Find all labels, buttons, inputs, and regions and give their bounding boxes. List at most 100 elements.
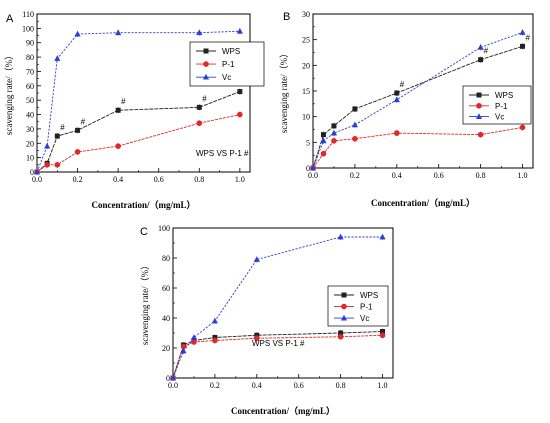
x-tick-label: 0.6 (154, 175, 164, 184)
data-point (309, 164, 317, 171)
significance-mark: # (81, 117, 86, 126)
x-tick-label: 0.0 (168, 381, 178, 390)
data-point (254, 335, 260, 342)
legend-label: Vc (360, 314, 369, 323)
significance-mark: # (202, 94, 207, 103)
data-point (74, 149, 81, 155)
panel-letter: C (140, 226, 148, 238)
panel-letter: A (6, 13, 14, 25)
y-axis-label: scavenging rate/（%） (140, 261, 150, 345)
data-point (115, 107, 121, 113)
y-tick-label: 10 (302, 113, 310, 122)
legend-marker (475, 113, 483, 119)
data-point (196, 104, 202, 110)
x-axis-label: Concentration/（mg/mL） (92, 200, 196, 210)
y-tick-label: 0 (166, 374, 170, 383)
x-tick-label: 0.0 (32, 175, 42, 184)
legend-label: P-1 (360, 303, 373, 312)
data-point (196, 120, 203, 126)
x-tick-label: 0.8 (476, 171, 486, 180)
y-tick-label: 60 (162, 284, 170, 293)
data-point (519, 29, 526, 35)
data-point (196, 29, 203, 36)
data-point (338, 330, 344, 336)
x-tick-label: 0.4 (392, 171, 402, 180)
data-point (330, 129, 338, 136)
panel-b: B 0.0 0.2 0.4 0.6 0.8 1.0 0 5 10 15 20 25 30 Concentra… (279, 10, 534, 208)
legend-label: WPS (360, 291, 378, 300)
x-tick-label: 0.2 (73, 175, 83, 184)
legend-marker (476, 92, 482, 98)
data-point (320, 150, 327, 157)
legend-marker (341, 303, 347, 310)
x-tick-label: 1.0 (235, 175, 245, 184)
data-point (44, 142, 51, 149)
data-point (115, 143, 121, 149)
series-wps (34, 88, 243, 175)
x-tick-label: 0.4 (252, 381, 262, 390)
x-tick-label: 1.0 (518, 171, 528, 180)
x-tick-label: 0.8 (336, 381, 346, 390)
legend-box (327, 285, 389, 327)
data-point (337, 233, 344, 240)
y-tick-label: 80 (162, 254, 170, 263)
y-tick-label: 110 (22, 10, 34, 19)
x-tick-label: 0.0 (308, 171, 318, 180)
y-axis-label: scavenging rate/（%） (4, 51, 14, 135)
data-point (33, 168, 41, 175)
data-point (393, 96, 400, 103)
data-point (237, 111, 243, 118)
y-tick-label: 80 (26, 53, 34, 62)
data-point (320, 132, 326, 138)
data-point (379, 233, 386, 240)
series-line (36, 91, 241, 173)
data-point (331, 137, 337, 144)
legend-marker (202, 73, 210, 80)
y-tick-label: 20 (162, 344, 170, 353)
data-point (352, 106, 358, 112)
x-tick-label: 0.8 (194, 175, 204, 184)
data-point (331, 123, 337, 129)
data-point (236, 27, 243, 34)
data-point (211, 317, 219, 324)
data-point (180, 347, 187, 354)
x-tick-label: 0.6 (434, 171, 444, 180)
data-point (237, 89, 243, 95)
significance-mark: # (526, 33, 531, 42)
significance-mark: # (484, 47, 489, 56)
data-point (115, 29, 122, 36)
y-tick-label: 50 (26, 96, 34, 105)
data-point (337, 333, 344, 340)
data-point (75, 127, 81, 133)
legend-label: Vc (222, 73, 231, 82)
y-tick-label: 90 (26, 39, 34, 48)
data-point (478, 57, 484, 63)
y-tick-label: 5 (306, 138, 310, 147)
series-vc (309, 29, 526, 171)
legend: WPS P-1 Vc (189, 41, 265, 87)
significance-mark: # (400, 80, 405, 89)
x-tick-label: 0.2 (350, 171, 360, 180)
data-point (520, 43, 526, 49)
series-vc (169, 233, 386, 381)
data-point (169, 374, 177, 381)
y-tick-label: 40 (162, 314, 170, 323)
data-point (54, 133, 60, 139)
y-tick-label: 25 (302, 36, 310, 45)
panel-letter: B (283, 11, 290, 23)
legend-label: Vc (495, 113, 504, 122)
y-tick-label: 100 (158, 224, 170, 233)
y-tick-label: 70 (26, 67, 34, 76)
legend-marker (203, 48, 209, 54)
series-p1 (310, 124, 526, 171)
data-point (394, 130, 400, 136)
x-axis-label: Concentration/（mg/mL） (231, 406, 335, 416)
legend: WPS P-1 Vc (462, 85, 532, 125)
data-point (379, 332, 386, 339)
data-point (212, 337, 218, 344)
legend-marker (341, 292, 347, 298)
y-tick-label: 15 (302, 87, 310, 96)
y-tick-label: 20 (302, 61, 310, 70)
x-tick-label: 0.4 (113, 175, 123, 184)
